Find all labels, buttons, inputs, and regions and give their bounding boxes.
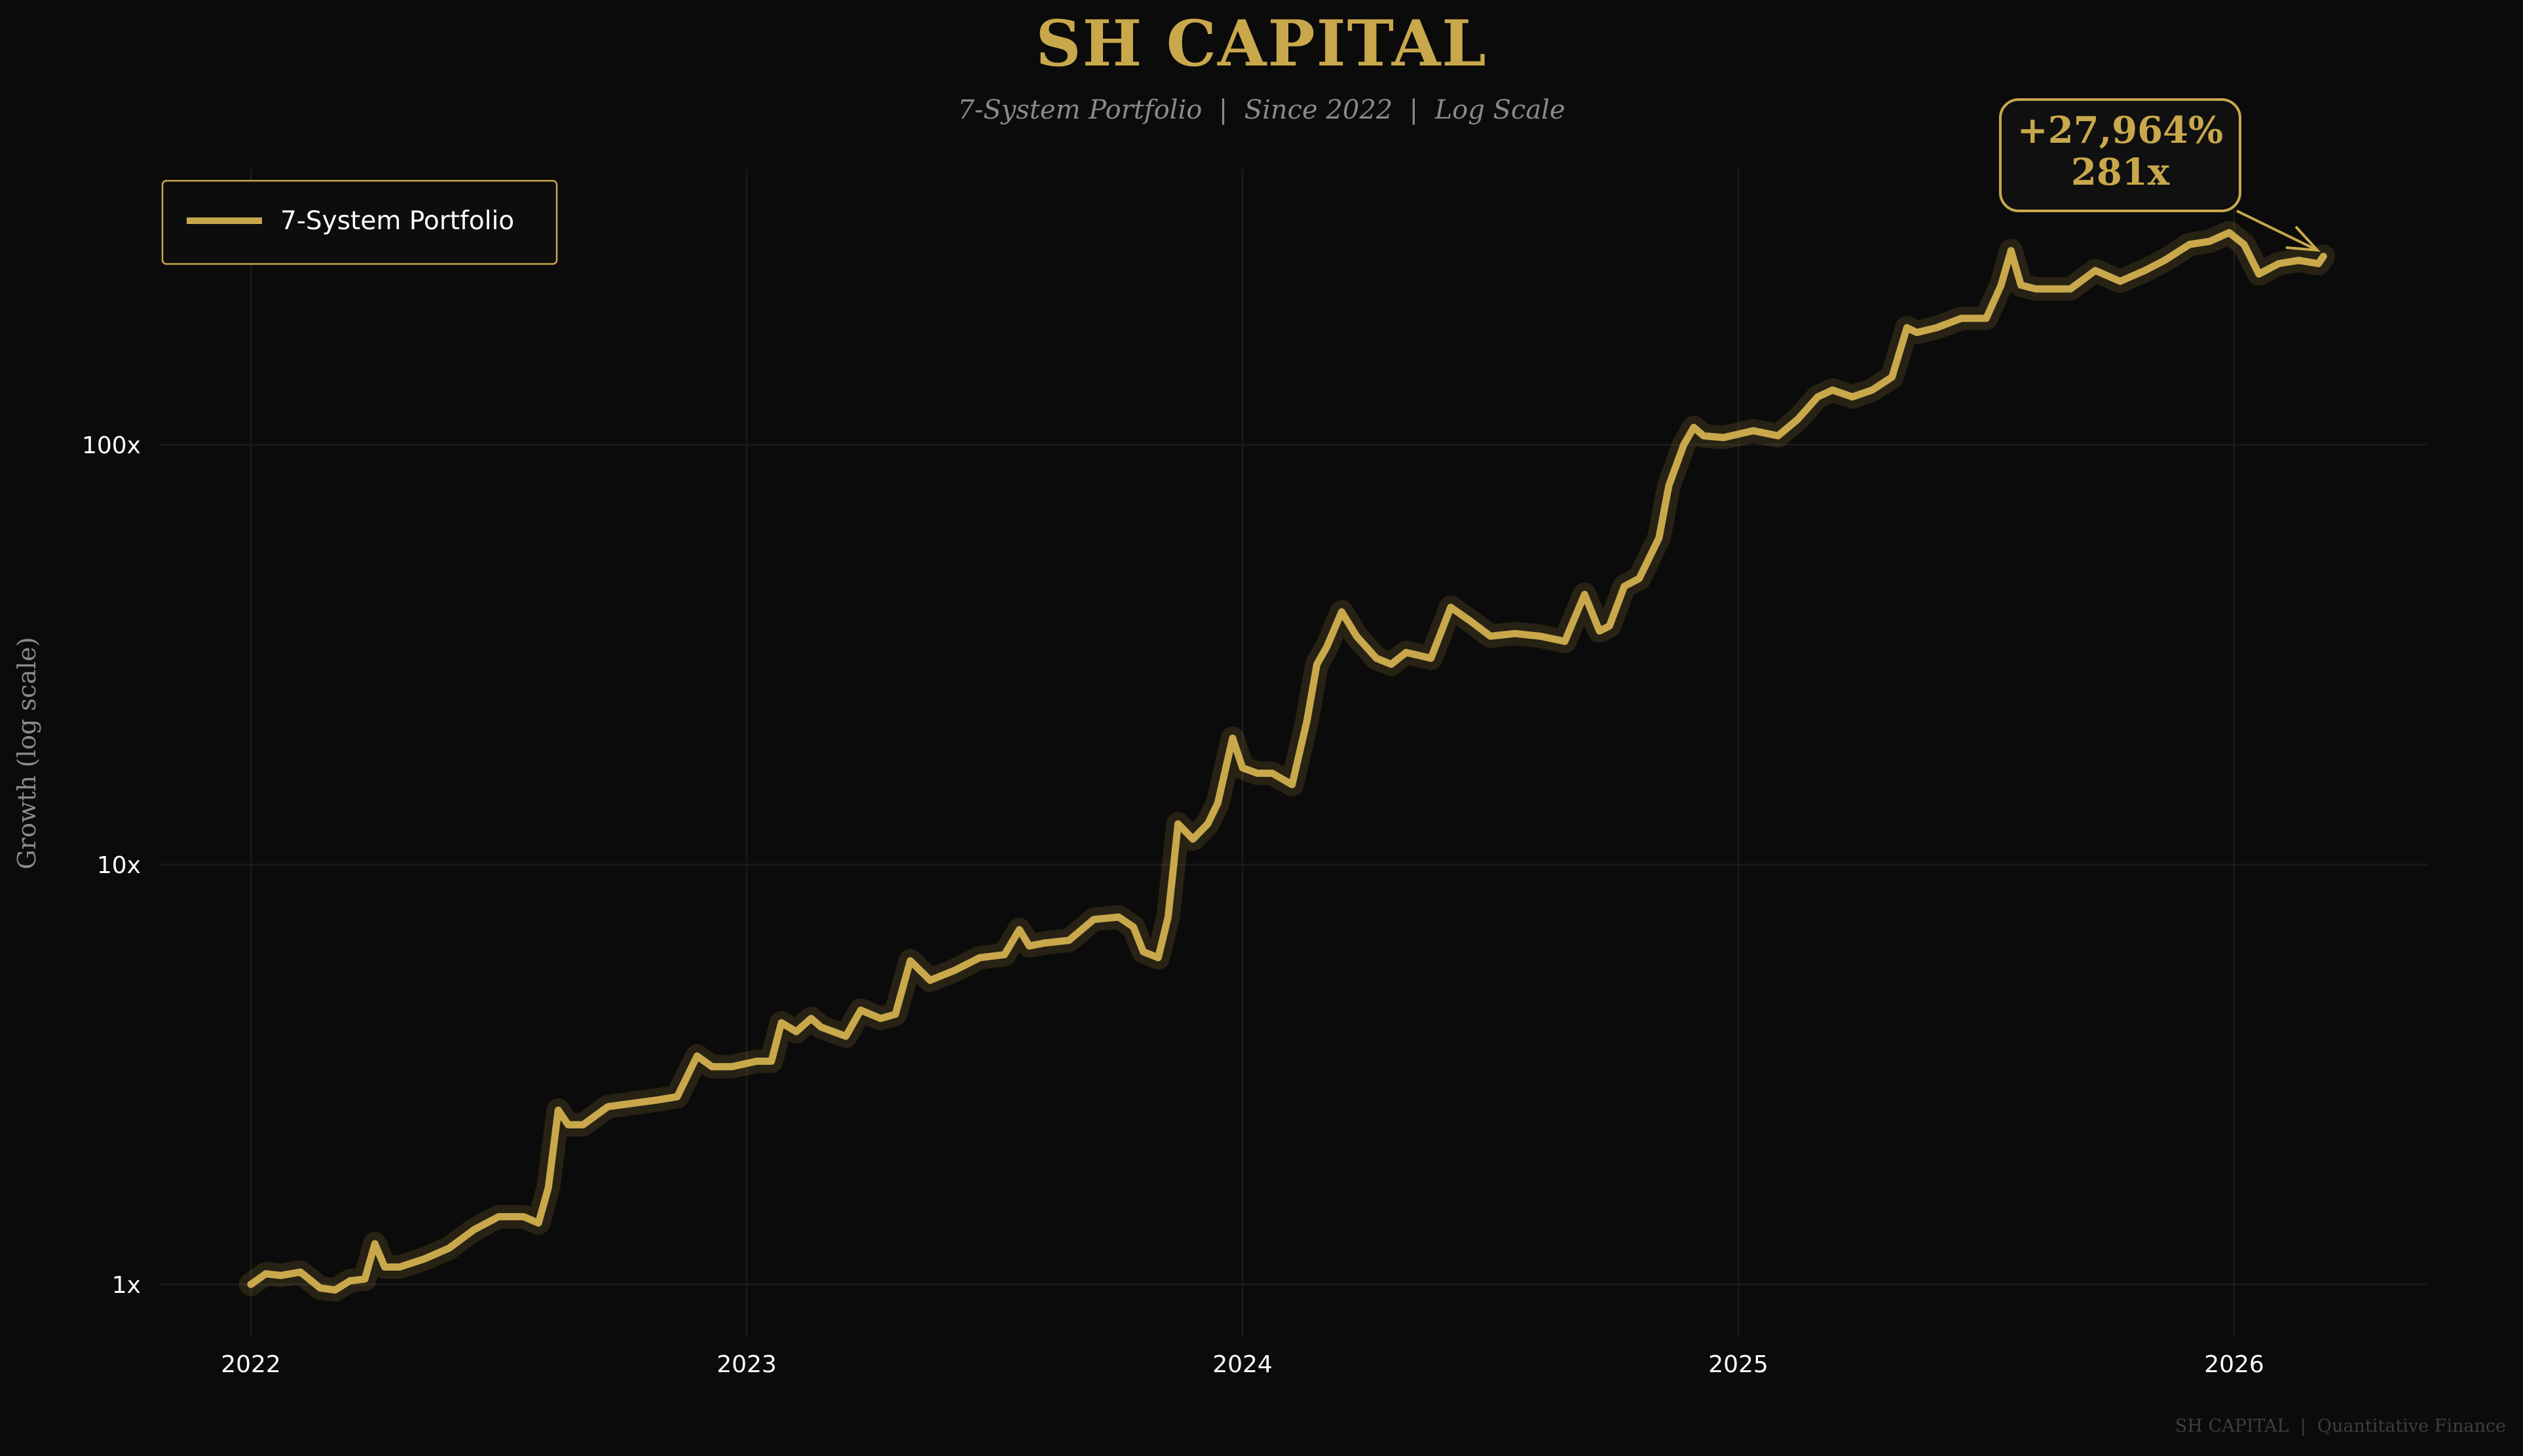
- footer-credit: SH CAPITAL | Quantitative Finance: [2175, 1416, 2506, 1436]
- series-line-portfolio: [247, 229, 2327, 1294]
- x-tick-label: 2022: [221, 1351, 281, 1378]
- legend-label: 7-System Portfolio: [280, 206, 514, 236]
- annotation-box: [1999, 98, 2241, 212]
- annotation: +27,964% 281x: [1999, 98, 2321, 252]
- annotation-multiple: 281x: [2071, 151, 2170, 194]
- y-tick-label: 10x: [97, 852, 141, 879]
- annotation-percent: +27,964%: [2017, 109, 2223, 152]
- x-tick-label: 2025: [1708, 1351, 1768, 1378]
- series-glow: [239, 221, 2336, 1302]
- legend-box: [161, 179, 558, 265]
- x-tick-label: 2024: [1212, 1351, 1273, 1378]
- x-tick-label: 2026: [2204, 1351, 2264, 1378]
- y-tick-label: 100x: [82, 432, 141, 459]
- annotation-arrow: [2236, 210, 2318, 252]
- chart-subtitle: 7-System Portfolio | Since 2022 | Log Sc…: [958, 95, 1565, 125]
- chart-title: SH CAPITAL: [1036, 7, 1487, 81]
- annotation-arrowhead: [2285, 225, 2321, 252]
- y-axis-label: Growth (log scale): [12, 637, 41, 870]
- y-tick-label: 1x: [112, 1272, 141, 1299]
- x-tick-label: 2023: [717, 1351, 777, 1378]
- legend: 7-System Portfolio: [161, 179, 558, 265]
